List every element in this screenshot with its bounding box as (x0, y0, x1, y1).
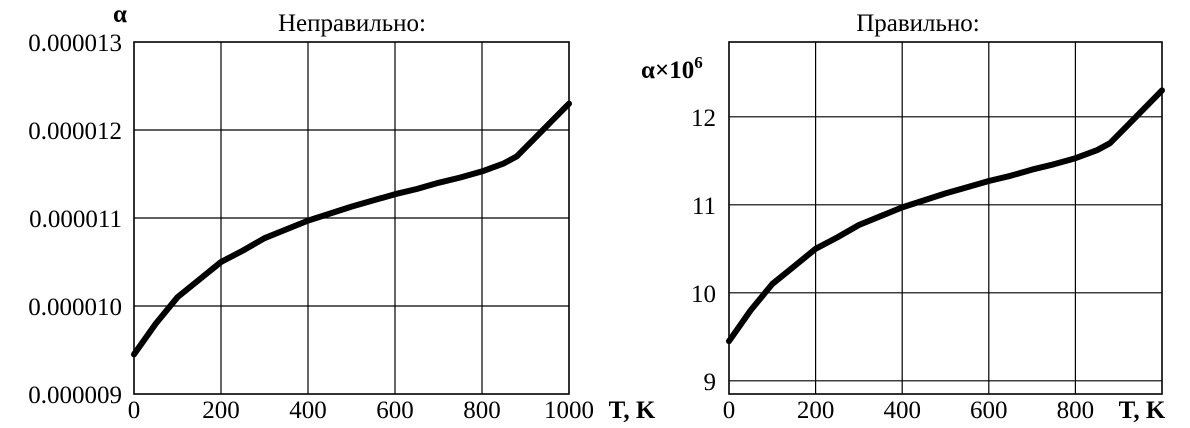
x-tick-label: 400 (883, 397, 921, 424)
y-tick-label: 12 (691, 105, 716, 132)
x-axis-label: T, K (1119, 397, 1166, 424)
x-tick-label: 800 (1057, 397, 1095, 424)
chart-incorrect: 0 200 400 600 800 1000 0.000009 0.000010 0.00001… (28, 1, 656, 424)
y-axis-label-superscript: 6 (694, 53, 703, 72)
x-tick-label: 400 (289, 397, 327, 424)
y-axis-label: α×106 (641, 53, 703, 84)
y-tick-label: 0.000012 (28, 118, 122, 145)
x-tick-label: 200 (797, 397, 835, 424)
chart-title: Неправильно: (278, 10, 426, 37)
series-line (726, 87, 1165, 345)
chart-correct: 0 200 400 600 800 9 10 11 12 Правильно: T, K α×106 (641, 10, 1166, 424)
x-axis-label: T, K (609, 397, 656, 424)
x-tick-label: 600 (376, 397, 414, 424)
y-tick-label: 0.000010 (28, 294, 122, 321)
y-tick-label: 0.000009 (28, 382, 122, 409)
y-tick-label: 9 (704, 369, 717, 396)
x-tick-label: 200 (202, 397, 240, 424)
x-tick-label: 800 (463, 397, 501, 424)
y-tick-label: 11 (692, 193, 716, 220)
plot-frame (133, 41, 570, 395)
y-axis-label-text: α (113, 1, 127, 28)
y-tick-label: 0.000013 (28, 30, 122, 57)
series-line (131, 100, 572, 358)
x-tick-label: 1000 (544, 397, 594, 424)
x-tick-label: 0 (128, 397, 141, 424)
x-tick-label: 600 (970, 397, 1008, 424)
chart-title: Правильно: (856, 10, 980, 37)
y-tick-label: 10 (691, 281, 716, 308)
y-axis-label-text: α×10 (641, 57, 694, 84)
y-tick-label: 0.000011 (29, 206, 122, 233)
x-tick-label: 0 (723, 397, 736, 424)
plot-frame (728, 41, 1163, 395)
y-axis-label: α (113, 1, 127, 28)
